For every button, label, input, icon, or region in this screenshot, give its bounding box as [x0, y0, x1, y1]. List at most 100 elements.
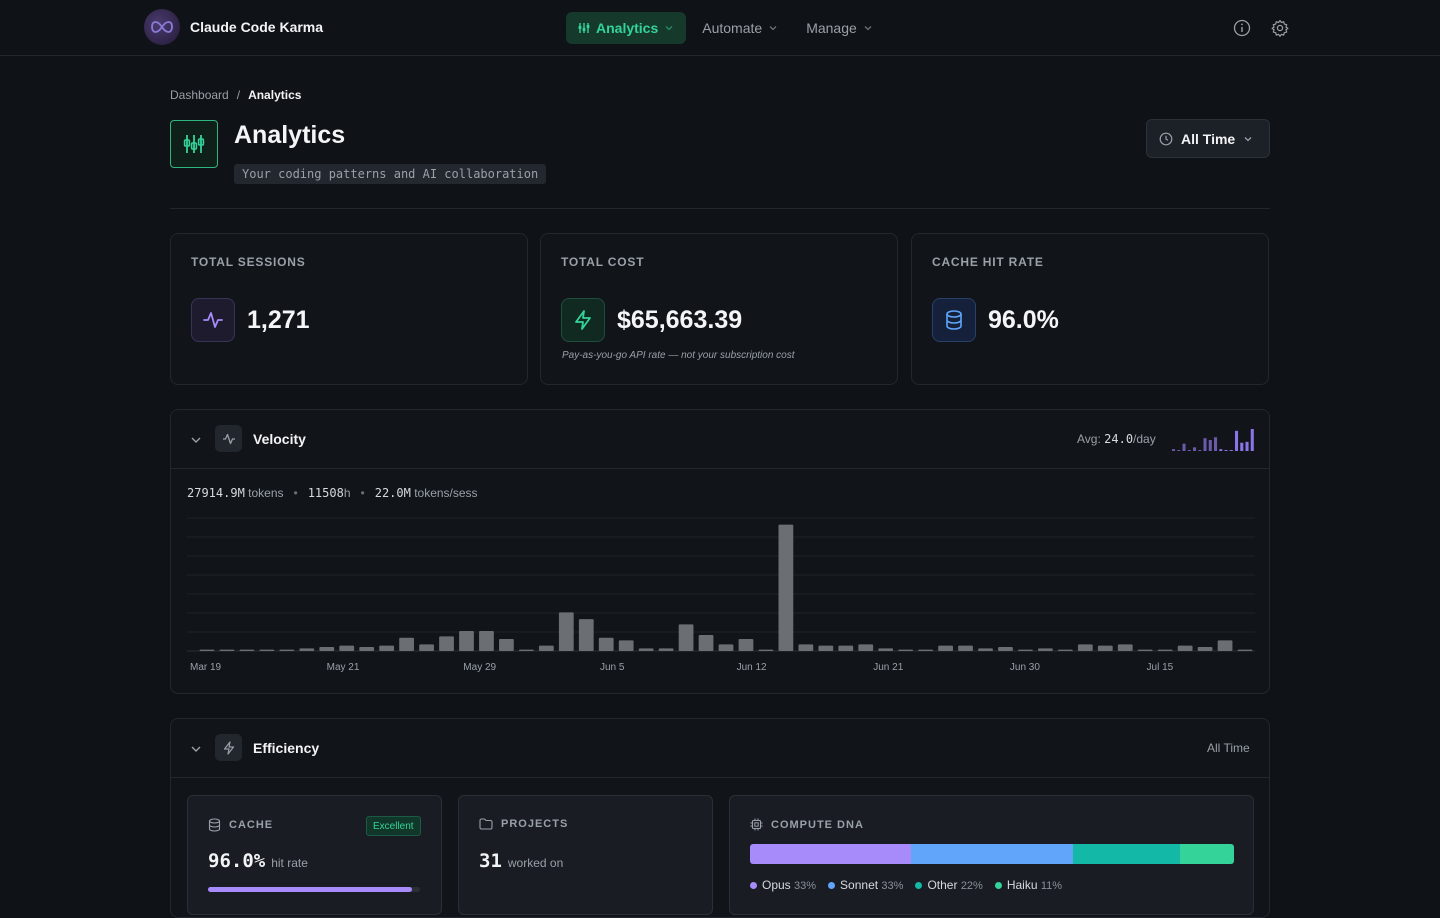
per-session-value: 22.0M: [374, 486, 411, 500]
chart-bar[interactable]: [1197, 647, 1213, 651]
chart-bar[interactable]: [479, 631, 494, 651]
chart-bar[interactable]: [658, 648, 674, 651]
chart-bar[interactable]: [1057, 649, 1073, 651]
time-range-select[interactable]: All Time: [1146, 119, 1270, 158]
chart-bar[interactable]: [558, 612, 574, 651]
chart-bar[interactable]: [1217, 640, 1233, 651]
velocity-header[interactable]: Velocity Avg: 24.0/day: [171, 410, 1269, 469]
chart-bar[interactable]: [998, 647, 1013, 651]
chart-bar[interactable]: [1038, 648, 1053, 651]
chart-bar[interactable]: [219, 649, 235, 651]
chart-bar[interactable]: [978, 648, 993, 651]
sparkline-bar: [1182, 443, 1186, 451]
chart-bar[interactable]: [259, 649, 275, 651]
chart-bar[interactable]: [698, 635, 714, 651]
chart-bar[interactable]: [1077, 644, 1093, 651]
nav-automate-label: Automate: [702, 20, 763, 36]
database-icon: [208, 818, 221, 832]
chart-bar[interactable]: [618, 640, 634, 651]
cache-card: CACHE Excellent 96.0% hit rate: [187, 795, 442, 915]
velocity-average: Avg: 24.0/day: [1077, 432, 1156, 446]
chart-bar[interactable]: [1097, 645, 1113, 651]
projects-value: 31 worked on: [479, 850, 563, 872]
chart-bar[interactable]: [1137, 649, 1153, 651]
nav-analytics[interactable]: Analytics: [566, 12, 687, 44]
chart-bar[interactable]: [299, 648, 315, 651]
dna-segment-other[interactable]: [1072, 844, 1181, 864]
chart-bar[interactable]: [778, 524, 794, 651]
analytics-icon: [170, 120, 218, 168]
velocity-bar-chart: Mar 19 May 21 May 29 Jun 5 Jun 12 Jun 21 Jun 3…: [187, 517, 1255, 673]
chart-bar[interactable]: [439, 636, 454, 651]
chevron-down-icon: [1244, 136, 1252, 141]
chart-bar[interactable]: [718, 644, 734, 651]
breadcrumb-dashboard[interactable]: Dashboard: [170, 88, 229, 102]
chart-bar[interactable]: [399, 637, 414, 651]
dna-segment-opus[interactable]: [750, 844, 912, 864]
x-tick-label: Mar 19: [190, 662, 222, 673]
chart-bar[interactable]: [578, 619, 594, 651]
projects-label-text: PROJECTS: [501, 818, 569, 830]
cache-progress-fill: [208, 887, 412, 892]
hours-value: 11508: [307, 486, 344, 500]
sparkline-bar: [1177, 450, 1181, 451]
chart-bar[interactable]: [359, 647, 375, 651]
chevron-down-icon[interactable]: [189, 433, 203, 447]
dna-segment-haiku[interactable]: [1180, 844, 1234, 864]
chart-bar[interactable]: [898, 649, 914, 651]
chart-bar[interactable]: [279, 649, 295, 651]
chart-bar[interactable]: [598, 637, 614, 651]
chart-bar[interactable]: [459, 631, 474, 651]
breadcrumb-current: Analytics: [248, 88, 302, 102]
dna-legend-item: Haiku 11%: [994, 878, 1062, 892]
x-tick-label: Jun 30: [1010, 662, 1040, 673]
activity-icon: [191, 298, 235, 342]
chart-bar[interactable]: [1177, 645, 1193, 651]
zap-icon: [561, 298, 605, 342]
efficiency-header[interactable]: Efficiency All Time: [171, 719, 1269, 778]
nav-manage-label: Manage: [806, 20, 857, 36]
chart-bar[interactable]: [1157, 649, 1173, 651]
chart-bar[interactable]: [958, 645, 973, 651]
chart-bar[interactable]: [638, 648, 654, 651]
chart-bar[interactable]: [339, 645, 355, 651]
projects-value-number: 31: [479, 850, 502, 872]
chart-bar[interactable]: [1117, 644, 1133, 651]
top-nav: Claude Code Karma Analytics Automate Man…: [0, 0, 1440, 56]
chart-bar[interactable]: [798, 644, 814, 651]
chart-bar[interactable]: [518, 649, 534, 651]
brand[interactable]: Claude Code Karma: [144, 9, 323, 45]
chevron-down-icon[interactable]: [189, 742, 203, 756]
x-tick-label: Jun 21: [873, 662, 903, 673]
chart-bar[interactable]: [678, 624, 694, 651]
chart-bar[interactable]: [419, 644, 434, 651]
chart-bar[interactable]: [239, 649, 255, 651]
chart-bar[interactable]: [738, 639, 754, 651]
legend-name: Haiku: [1006, 878, 1041, 892]
dna-legend-item: Other 22%: [915, 878, 983, 892]
chart-bar[interactable]: [918, 649, 934, 651]
chart-bar[interactable]: [758, 649, 774, 651]
chart-bar[interactable]: [1018, 649, 1033, 651]
info-icon[interactable]: [1232, 18, 1252, 38]
chart-bar[interactable]: [858, 644, 874, 651]
velocity-panel: Velocity Avg: 24.0/day 27914.9M tokens •…: [170, 409, 1270, 694]
chart-bar[interactable]: [838, 645, 854, 651]
gear-icon[interactable]: [1270, 18, 1290, 38]
chart-bar[interactable]: [499, 639, 514, 651]
chart-bar[interactable]: [319, 647, 335, 651]
compute-dna-label-text: COMPUTE DNA: [771, 818, 864, 831]
nav-automate[interactable]: Automate: [690, 12, 790, 44]
chart-bar[interactable]: [379, 645, 395, 651]
chart-bar[interactable]: [199, 649, 215, 651]
sparkline-bar: [1208, 440, 1212, 451]
chart-bar[interactable]: [818, 645, 834, 651]
clock-icon: [1159, 132, 1173, 145]
chart-bar[interactable]: [938, 645, 953, 651]
chart-bar[interactable]: [878, 648, 894, 651]
nav-manage[interactable]: Manage: [794, 12, 885, 44]
chart-bar[interactable]: [538, 645, 554, 651]
chart-bar[interactable]: [1237, 649, 1253, 651]
dna-segment-sonnet[interactable]: [911, 844, 1073, 864]
legend-swatch: [915, 882, 923, 889]
